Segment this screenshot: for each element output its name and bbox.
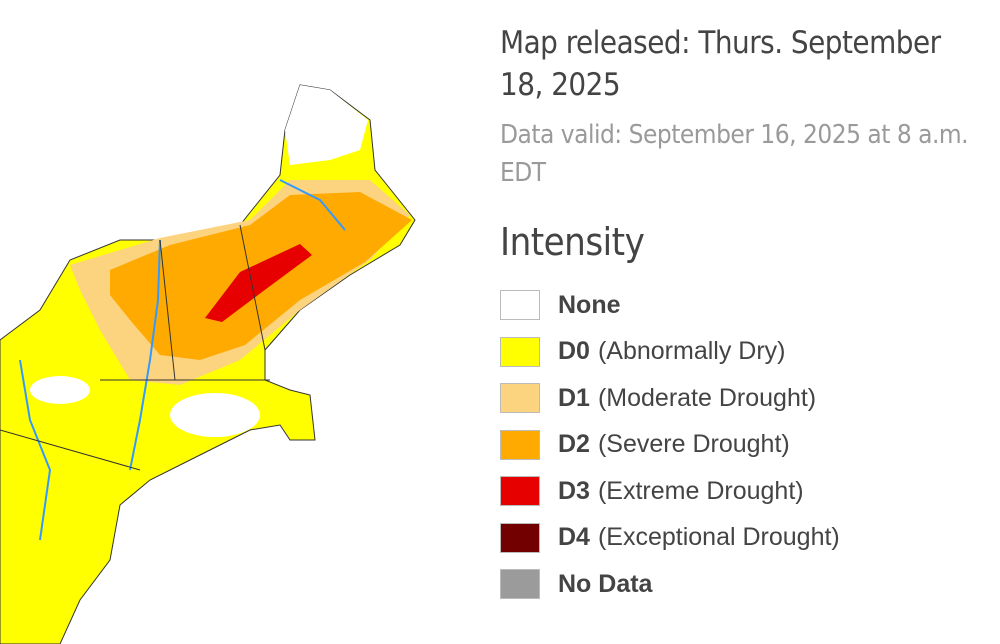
river xyxy=(279,179,346,231)
legend: None D0 (Abnormally Dry) D1 (Moderate Drough… xyxy=(500,282,990,608)
legend-item: None xyxy=(500,282,990,329)
d3-region xyxy=(205,244,312,322)
river xyxy=(129,239,161,471)
legend-description: (Severe Drought) xyxy=(597,430,790,459)
no-drought-southern-new-england xyxy=(170,393,260,437)
legend-description: (Moderate Drought) xyxy=(597,383,817,412)
legend-heading: Intensity xyxy=(500,220,645,264)
legend-swatch xyxy=(500,290,540,321)
legend-swatch xyxy=(500,569,540,600)
legend-item: D2 (Severe Drought) xyxy=(500,422,990,469)
title: Map released: Thurs. September 18, 2025 xyxy=(500,25,941,103)
river xyxy=(19,359,52,541)
no-drought-pa xyxy=(30,376,90,404)
drought-map xyxy=(0,84,416,644)
legend-description: (Extreme Drought) xyxy=(597,476,804,505)
no-drought-north-maine xyxy=(285,85,368,165)
legend-item: D3 (Extreme Drought) xyxy=(500,468,990,515)
legend-swatch xyxy=(500,336,540,367)
legend-label: No Data xyxy=(558,569,653,598)
state-border xyxy=(239,224,266,351)
legend-label: None xyxy=(558,290,621,319)
legend-code: D3 xyxy=(558,476,590,505)
legend-swatch xyxy=(500,476,540,507)
state-border xyxy=(0,429,141,471)
legend-item: D0 (Abnormally Dry) xyxy=(500,329,990,376)
legend-swatch xyxy=(500,522,540,553)
legend-item: D4 (Exceptional Drought) xyxy=(500,515,990,562)
legend-code: D0 xyxy=(558,337,590,366)
legend-description: (Exceptional Drought) xyxy=(597,523,840,552)
legend-item: D1 (Moderate Drought) xyxy=(500,375,990,422)
info-panel: Map released: Thurs. September 18, 2025 … xyxy=(500,22,990,608)
subtitle: Data valid: September 16, 2025 at 8 a.m.… xyxy=(500,120,969,188)
legend-code: D2 xyxy=(558,430,590,459)
legend-item: No Data xyxy=(500,561,990,608)
legend-code: D4 xyxy=(558,523,590,552)
state-border xyxy=(159,239,176,381)
legend-description: (Abnormally Dry) xyxy=(597,337,786,366)
legend-swatch xyxy=(500,383,540,414)
legend-swatch xyxy=(500,429,540,460)
legend-code: D1 xyxy=(558,383,590,412)
